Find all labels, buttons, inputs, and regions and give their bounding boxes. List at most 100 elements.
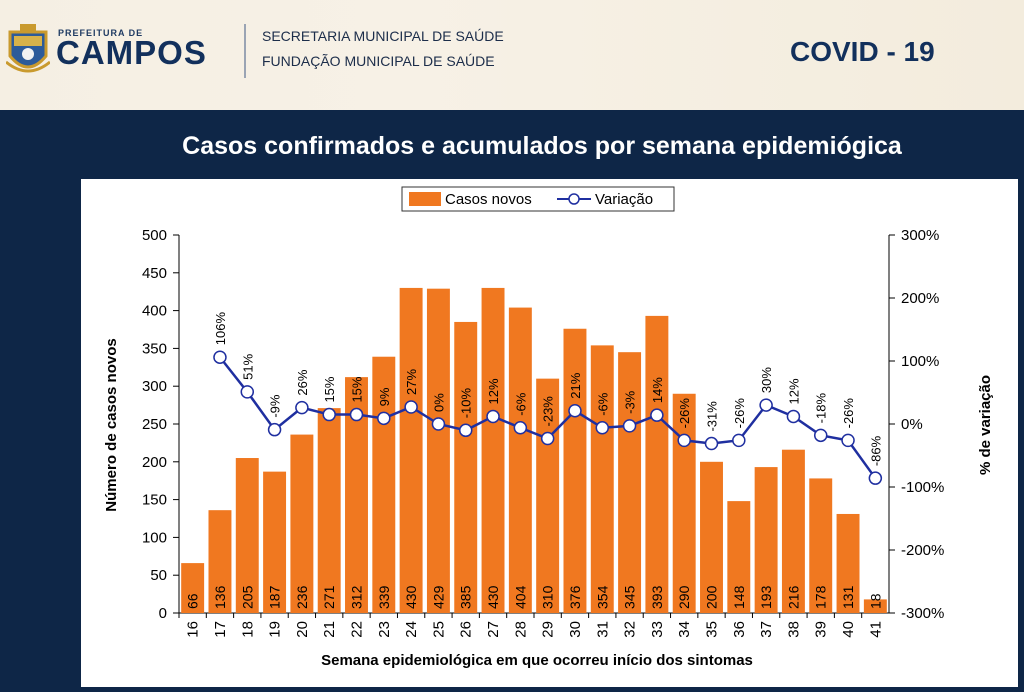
bar-value-label: 393	[649, 585, 665, 609]
x-tick-label: 35	[704, 621, 721, 638]
variation-value-label: -31%	[705, 401, 720, 432]
x-tick-label: 36	[731, 621, 748, 638]
bar	[345, 377, 368, 613]
variation-point	[759, 398, 773, 412]
bar-value-label: 404	[512, 585, 528, 609]
bar-value-label: 430	[403, 585, 419, 609]
variation-value-label: -86%	[868, 435, 883, 466]
variation-point	[240, 385, 255, 399]
variation-value-label: -26%	[841, 398, 856, 429]
y2-tick-label: 0%	[901, 416, 923, 433]
y2-tick-label: -300%	[901, 605, 944, 622]
variation-point	[486, 409, 500, 424]
x-tick-label: 28	[512, 621, 529, 638]
variation-point	[322, 407, 336, 422]
x-axis-label: Semana epidemiológica em que ocorreu iní…	[321, 652, 753, 669]
bar-value-label: 187	[267, 585, 283, 609]
legend-bar-swatch	[409, 192, 441, 206]
bar	[481, 287, 505, 613]
chart-title: Casos confirmados e acumulados por seman…	[182, 132, 902, 160]
y-tick-label: 400	[142, 303, 167, 320]
x-tick-label: 38	[785, 621, 802, 638]
y-tick-label: 500	[142, 227, 167, 244]
variation-value-label: 27%	[404, 369, 419, 395]
chart-panel: Casos novos Variação Número de casos nov…	[81, 179, 1018, 687]
variation-point	[513, 421, 528, 435]
bar-value-label: 339	[376, 585, 392, 609]
variation-point	[295, 400, 309, 415]
bar	[426, 288, 450, 613]
x-tick-label: 33	[649, 621, 666, 638]
variation-point	[595, 421, 610, 435]
bar-value-label: 429	[430, 585, 446, 609]
bar	[317, 408, 341, 613]
variation-point	[213, 350, 227, 364]
bar-value-label: 310	[540, 585, 556, 609]
variation-value-label: -6%	[513, 392, 528, 416]
chart-legend: Casos novos Variação	[401, 186, 675, 212]
bar	[399, 287, 423, 613]
bar	[836, 513, 860, 613]
bar-value-label: 385	[458, 585, 474, 609]
org-line-1: SECRETARIA MUNICIPAL DE SAÚDE	[262, 28, 504, 44]
x-tick-label: 39	[813, 621, 830, 638]
bar-value-label: 136	[212, 585, 228, 609]
variation-value-label: 26%	[295, 369, 310, 395]
covid-badge: COVID - 19	[790, 36, 935, 67]
variation-value-label: -18%	[814, 393, 829, 424]
x-tick-label: 31	[594, 621, 611, 638]
coat-of-arms-icon	[6, 24, 50, 73]
bar-value-label: 205	[239, 585, 255, 609]
variation-point	[650, 408, 664, 422]
y-tick-label: 50	[150, 567, 167, 584]
variation-point	[458, 423, 473, 438]
bar	[454, 321, 478, 613]
bar-value-label: 200	[704, 585, 720, 609]
variation-value-label: 15%	[322, 376, 337, 402]
y2-tick-label: -200%	[901, 542, 944, 559]
variation-value-label: -26%	[732, 398, 747, 429]
x-tick-label: 34	[676, 621, 693, 638]
x-tick-label: 25	[430, 621, 447, 638]
y-tick-label: 300	[142, 378, 167, 395]
logo-wordmark: CAMPOS	[56, 34, 207, 71]
x-tick-label: 17	[212, 621, 229, 638]
bar	[863, 599, 887, 613]
variation-point	[349, 407, 364, 422]
variation-value-label: -3%	[623, 390, 638, 414]
variation-point	[677, 433, 691, 448]
variation-value-label: 21%	[568, 372, 583, 398]
bar-value-label: 430	[485, 585, 501, 609]
y-tick-label: 150	[142, 492, 167, 509]
variation-point	[431, 417, 446, 431]
variation-value-label: 0%	[431, 393, 446, 412]
x-tick-label: 19	[267, 621, 284, 638]
y-tick-label: 250	[142, 416, 167, 433]
header-divider	[244, 24, 246, 78]
x-tick-label: 21	[321, 621, 338, 638]
page-header: PREFEITURA DE CAMPOS SECRETARIA MUNICIPA…	[0, 0, 1024, 110]
bar	[290, 434, 314, 613]
bar-value-label: 236	[294, 585, 310, 609]
y-tick-label: 200	[142, 454, 167, 471]
variation-point	[786, 409, 801, 424]
x-tick-label: 20	[294, 621, 311, 638]
bar-value-label: 193	[758, 585, 774, 609]
variation-point	[732, 433, 746, 448]
bar	[263, 471, 287, 613]
combo-chart: Casos novos Variação Número de casos nov…	[103, 186, 994, 669]
bar-value-label: 345	[622, 585, 638, 609]
variation-point	[540, 431, 555, 446]
bar	[781, 449, 805, 613]
bar-value-label: 178	[813, 585, 829, 609]
y-axis-label: Número de casos novos	[103, 338, 120, 511]
variation-value-label: 12%	[486, 378, 501, 404]
variation-value-label: 106%	[213, 312, 228, 346]
variation-value-label: -6%	[595, 392, 610, 416]
bar	[809, 478, 833, 613]
x-tick-label: 37	[758, 621, 775, 638]
x-tick-label: 27	[485, 621, 502, 638]
x-tick-label: 41	[867, 621, 884, 638]
x-tick-label: 40	[840, 621, 857, 638]
y2-axis-label: % de variação	[977, 375, 994, 475]
